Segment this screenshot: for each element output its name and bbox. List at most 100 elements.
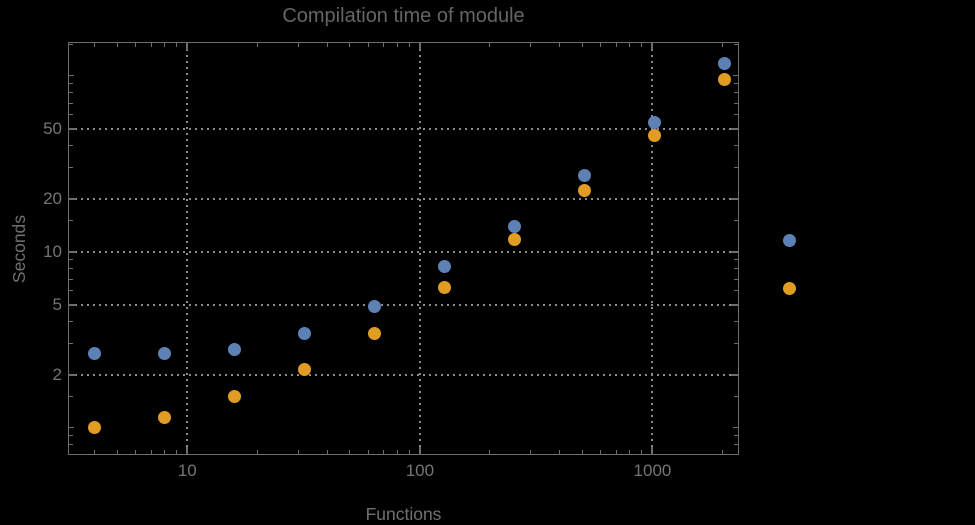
- x-minor-tick: [600, 43, 602, 47]
- x-major-tick: [186, 43, 189, 50]
- legend-marker-series-1: [783, 234, 796, 247]
- x-minor-tick: [256, 450, 258, 454]
- x-minor-tick: [164, 450, 166, 454]
- data-point-series-1: [88, 346, 102, 360]
- data-point-series-2: [158, 410, 172, 424]
- x-minor-tick: [641, 450, 643, 454]
- y-medium-tick: [69, 75, 74, 77]
- y-minor-tick: [69, 290, 73, 292]
- x-major-tick: [418, 43, 421, 50]
- x-minor-tick: [150, 450, 152, 454]
- data-point-series-2: [508, 233, 522, 247]
- y-minor-tick: [734, 83, 738, 85]
- y-major-tick: [731, 197, 738, 200]
- y-major-tick: [69, 303, 76, 306]
- x-minor-tick: [297, 43, 299, 47]
- x-minor-tick: [489, 43, 491, 47]
- y-major-tick: [69, 127, 76, 130]
- y-minor-tick: [69, 92, 73, 94]
- x-tick-label: 100: [405, 461, 435, 480]
- x-major-tick: [186, 447, 189, 454]
- y-tick-label: 5: [52, 294, 62, 314]
- y-major-tick: [731, 127, 738, 130]
- x-tick-label: 1000: [633, 461, 672, 480]
- y-major-tick: [731, 250, 738, 253]
- gridline-vertical: [651, 43, 654, 454]
- x-minor-tick: [559, 43, 561, 47]
- data-point-series-1: [648, 116, 662, 130]
- y-major-tick: [69, 373, 76, 376]
- y-tick-label: 50: [43, 118, 62, 138]
- x-minor-tick: [629, 450, 631, 454]
- data-point-series-1: [508, 219, 522, 233]
- y-minor-tick: [734, 396, 738, 398]
- y-major-tick: [731, 303, 738, 306]
- x-minor-tick: [383, 43, 385, 47]
- x-minor-tick: [383, 450, 385, 454]
- y-major-tick: [731, 373, 738, 376]
- legend-marker-series-2: [783, 282, 796, 295]
- x-minor-tick: [641, 43, 643, 47]
- y-minor-tick: [734, 435, 738, 437]
- x-minor-tick: [176, 43, 178, 47]
- y-minor-tick: [734, 268, 738, 270]
- x-minor-tick: [256, 43, 258, 47]
- data-point-series-1: [578, 169, 592, 183]
- y-minor-tick: [69, 114, 73, 116]
- x-minor-tick: [349, 450, 351, 454]
- data-point-series-2: [88, 421, 102, 435]
- y-minor-tick: [69, 435, 73, 437]
- x-minor-tick: [349, 43, 351, 47]
- data-point-series-1: [368, 299, 382, 313]
- x-major-tick: [418, 447, 421, 454]
- x-minor-tick: [408, 450, 410, 454]
- x-minor-tick: [135, 450, 137, 454]
- x-minor-tick: [629, 43, 631, 47]
- plot-area: [68, 42, 739, 455]
- y-minor-tick: [734, 145, 738, 147]
- y-minor-tick: [69, 321, 73, 323]
- data-point-series-1: [298, 326, 312, 340]
- y-medium-tick: [733, 75, 738, 77]
- gridline-horizontal: [69, 250, 738, 253]
- x-minor-tick: [326, 43, 328, 47]
- x-tick-label: 10: [177, 461, 197, 480]
- y-minor-tick: [734, 167, 738, 169]
- y-minor-tick: [69, 259, 73, 261]
- y-minor-tick: [734, 343, 738, 345]
- x-minor-tick: [408, 43, 410, 47]
- y-minor-tick: [69, 278, 73, 280]
- y-tick-label: 20: [43, 188, 62, 208]
- x-minor-tick: [396, 450, 398, 454]
- y-medium-tick: [69, 427, 74, 429]
- gridline-vertical: [418, 43, 421, 454]
- x-major-tick: [651, 43, 654, 50]
- x-minor-tick: [581, 450, 583, 454]
- y-minor-tick: [734, 321, 738, 323]
- x-minor-tick: [530, 450, 532, 454]
- y-minor-tick: [69, 145, 73, 147]
- x-minor-tick: [600, 450, 602, 454]
- y-major-tick: [69, 250, 76, 253]
- y-medium-tick: [733, 427, 738, 429]
- y-tick-label: 10: [43, 241, 62, 261]
- x-minor-tick: [176, 450, 178, 454]
- x-minor-tick: [721, 450, 723, 454]
- x-axis-label: Functions: [365, 504, 442, 524]
- y-minor-tick: [69, 167, 73, 169]
- gridline-horizontal: [69, 303, 738, 306]
- y-minor-tick: [69, 83, 73, 85]
- x-minor-tick: [116, 43, 118, 47]
- gridline-horizontal: [69, 197, 738, 200]
- data-point-series-2: [298, 362, 312, 376]
- x-minor-tick: [581, 43, 583, 47]
- x-minor-tick: [116, 450, 118, 454]
- data-point-series-2: [718, 73, 732, 87]
- x-minor-tick: [94, 450, 96, 454]
- x-minor-tick: [615, 43, 617, 47]
- data-point-series-1: [718, 57, 732, 71]
- data-point-series-2: [438, 280, 452, 294]
- y-minor-tick: [69, 343, 73, 345]
- x-major-tick: [651, 447, 654, 454]
